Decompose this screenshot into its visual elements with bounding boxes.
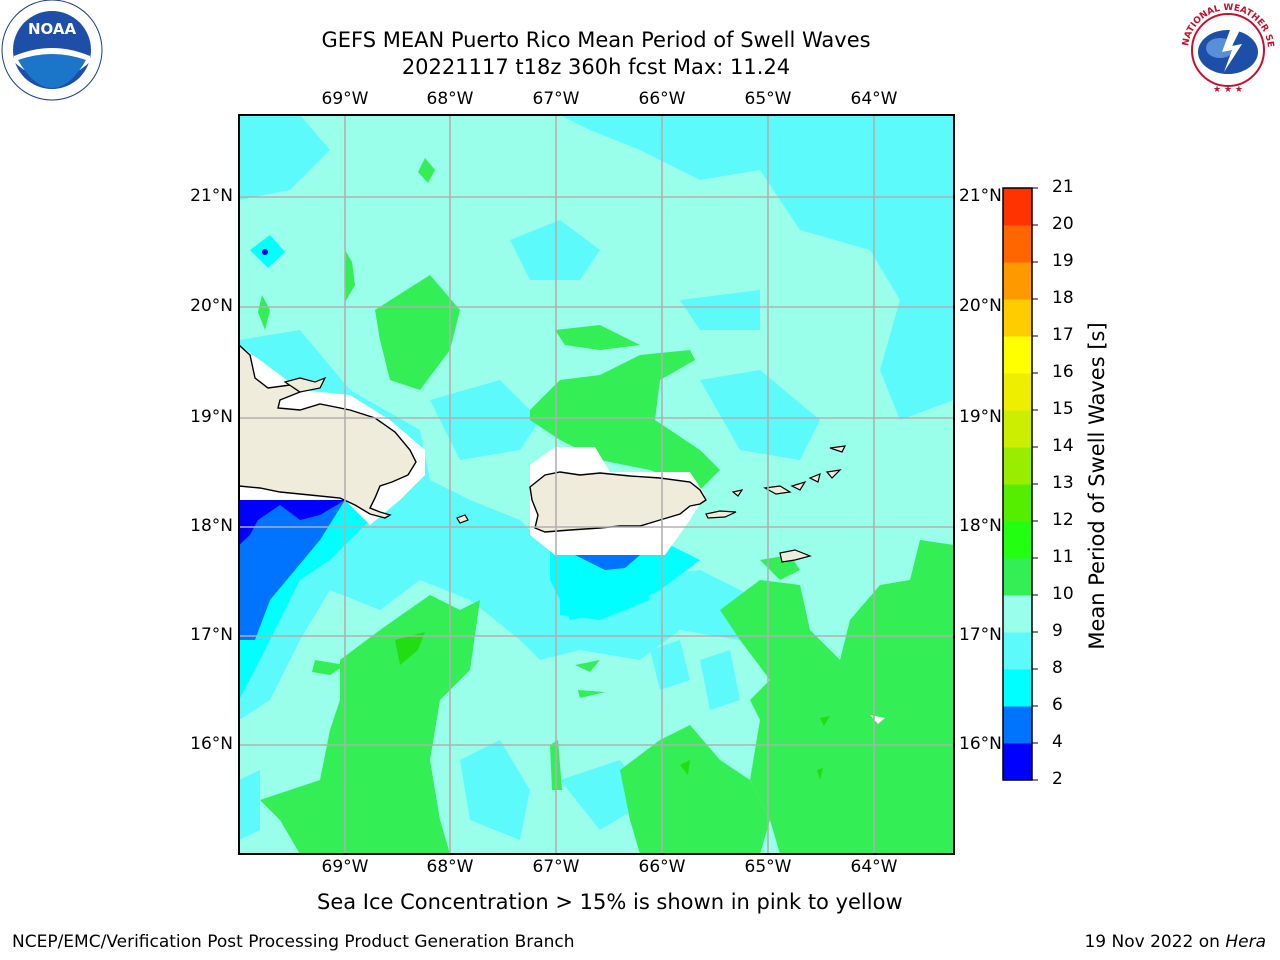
noaa-logo: NOAA <box>1 0 103 101</box>
colorbar-tick-label: 12 <box>1052 510 1074 530</box>
colorbar-segment <box>1003 669 1032 707</box>
lon-label-top-67w: 67°W <box>532 89 580 109</box>
colorbar-label: Mean Period of Swell Waves [s] <box>1085 322 1109 650</box>
map-frame <box>238 114 955 855</box>
lon-label-bottom-67w: 67°W <box>532 857 580 877</box>
colorbar-tick-label: 9 <box>1052 621 1063 641</box>
swell-field-2-4 <box>239 249 345 545</box>
lon-label-top-69w: 69°W <box>321 89 369 109</box>
chart-title: GEFS MEAN Puerto Rico Mean Period of Swe… <box>321 28 871 52</box>
footer-date: 19 Nov 2022 on Hera <box>1084 932 1266 952</box>
lon-label-bottom-64w: 64°W <box>850 857 898 877</box>
svg-text:★ ★ ★: ★ ★ ★ <box>1213 85 1243 95</box>
colorbar-segment <box>1003 373 1032 411</box>
lat-label-right-17n: 17°N <box>959 625 1002 645</box>
swell-field-4-6 <box>239 500 640 640</box>
lat-label-right-18n: 18°N <box>959 516 1002 536</box>
lat-label-left-20n: 20°N <box>190 296 233 316</box>
colorbar-tick-label: 20 <box>1052 214 1074 234</box>
colorbar-tick-label: 11 <box>1052 547 1074 567</box>
lat-label-right-16n: 16°N <box>959 734 1002 754</box>
mona-island <box>456 514 469 524</box>
colorbar-segment <box>1003 447 1032 485</box>
lat-label-right-21n: 21°N <box>959 186 1002 206</box>
colorbar-segment <box>1003 410 1032 448</box>
lon-label-bottom-66w: 66°W <box>638 857 686 877</box>
colorbar-tick-label: 21 <box>1052 177 1074 197</box>
colorbar-segment <box>1003 262 1032 300</box>
footer-branch: NCEP/EMC/Verification Post Processing Pr… <box>12 932 575 952</box>
colorbar-tick-label: 10 <box>1052 584 1074 604</box>
lat-label-left-19n: 19°N <box>190 407 233 427</box>
colorbar-tick-label: 13 <box>1052 473 1074 493</box>
colorbar-segment <box>1003 225 1032 263</box>
lon-label-top-64w: 64°W <box>850 89 898 109</box>
lat-label-left-17n: 17°N <box>190 625 233 645</box>
colorbar-tick-label: 2 <box>1052 769 1063 789</box>
graticule <box>239 115 954 854</box>
gonave-island <box>283 376 327 393</box>
colorbar-segment <box>1003 743 1032 781</box>
lon-label-bottom-69w: 69°W <box>321 857 369 877</box>
colorbar-tick-label: 15 <box>1052 399 1074 419</box>
lat-label-right-20n: 20°N <box>959 296 1002 316</box>
colorbar-tick-label: 16 <box>1052 362 1074 382</box>
colorbar-tick-label: 19 <box>1052 251 1074 271</box>
sea-ice-caption: Sea Ice Concentration > 15% is shown in … <box>317 890 903 914</box>
lat-label-right-19n: 19°N <box>959 407 1002 427</box>
colorbar-segment <box>1003 336 1032 374</box>
colorbar-tick-label: 18 <box>1052 288 1074 308</box>
lon-label-top-66w: 66°W <box>638 89 686 109</box>
colorbar-tick-label: 4 <box>1052 732 1063 752</box>
chart-subtitle: 20221117 t18z 360h fcst Max: 11.24 <box>401 55 791 79</box>
virgin-islands <box>731 445 847 563</box>
lat-label-left-16n: 16°N <box>190 734 233 754</box>
colorbar <box>1003 187 1038 781</box>
colorbar-segment <box>1003 521 1032 559</box>
lon-label-top-65w: 65°W <box>744 89 792 109</box>
nws-logo: NATIONAL WEATHER SERVICE ★ ★ ★ <box>1178 0 1276 98</box>
swell-field-10-11 <box>258 158 954 854</box>
colorbar-segment <box>1003 595 1032 633</box>
lat-label-left-21n: 21°N <box>190 186 233 206</box>
colorbar-segment <box>1003 706 1032 744</box>
colorbar-segment <box>1003 188 1032 226</box>
colorbar-frame <box>1002 187 1033 781</box>
colorbar-tick-label: 17 <box>1052 325 1074 345</box>
colorbar-segment <box>1003 484 1032 522</box>
swell-field-11-12 <box>395 632 830 780</box>
footer-date-text: 19 Nov 2022 on <box>1084 932 1226 952</box>
footer-host: Hera <box>1225 932 1266 952</box>
lat-label-left-18n: 18°N <box>190 516 233 536</box>
lon-label-bottom-68w: 68°W <box>426 857 474 877</box>
colorbar-segment <box>1003 299 1032 337</box>
colorbar-segment <box>1003 632 1032 670</box>
lon-label-bottom-65w: 65°W <box>744 857 792 877</box>
lon-label-top-68w: 68°W <box>426 89 474 109</box>
noaa-logo-text: NOAA <box>28 20 77 38</box>
colorbar-tick-label: 8 <box>1052 658 1063 678</box>
colorbar-tick-label: 6 <box>1052 695 1063 715</box>
vieques-island <box>705 510 737 519</box>
colorbar-segment <box>1003 558 1032 596</box>
colorbar-tick-label: 14 <box>1052 436 1074 456</box>
